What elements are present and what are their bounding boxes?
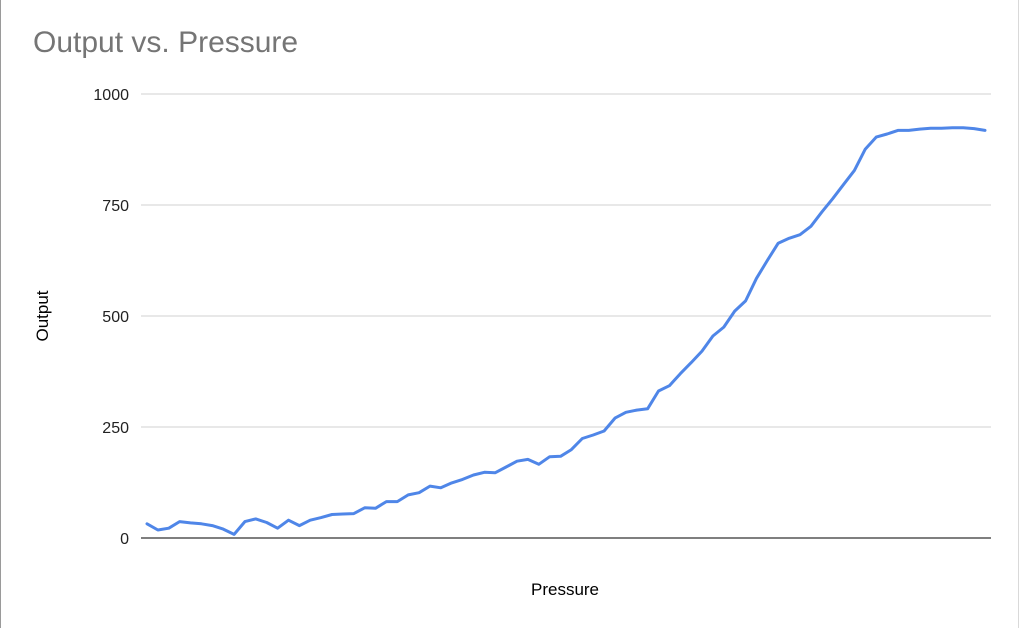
- chart-title: Output vs. Pressure: [33, 26, 299, 59]
- y-tick-label: 500: [102, 309, 129, 326]
- grid-layer: [141, 93, 991, 539]
- series-line: [145, 126, 987, 536]
- series-layer: [145, 126, 987, 536]
- y-axis-title: Output: [33, 290, 52, 341]
- y-tick-label: 0: [120, 531, 129, 548]
- y-tick-label: 750: [102, 198, 129, 215]
- y-tick-labels: 0 250 500 750 1000: [93, 87, 129, 548]
- x-axis-title: Pressure: [531, 580, 599, 599]
- y-tick-label: 1000: [93, 87, 129, 104]
- y-tick-label: 250: [102, 420, 129, 437]
